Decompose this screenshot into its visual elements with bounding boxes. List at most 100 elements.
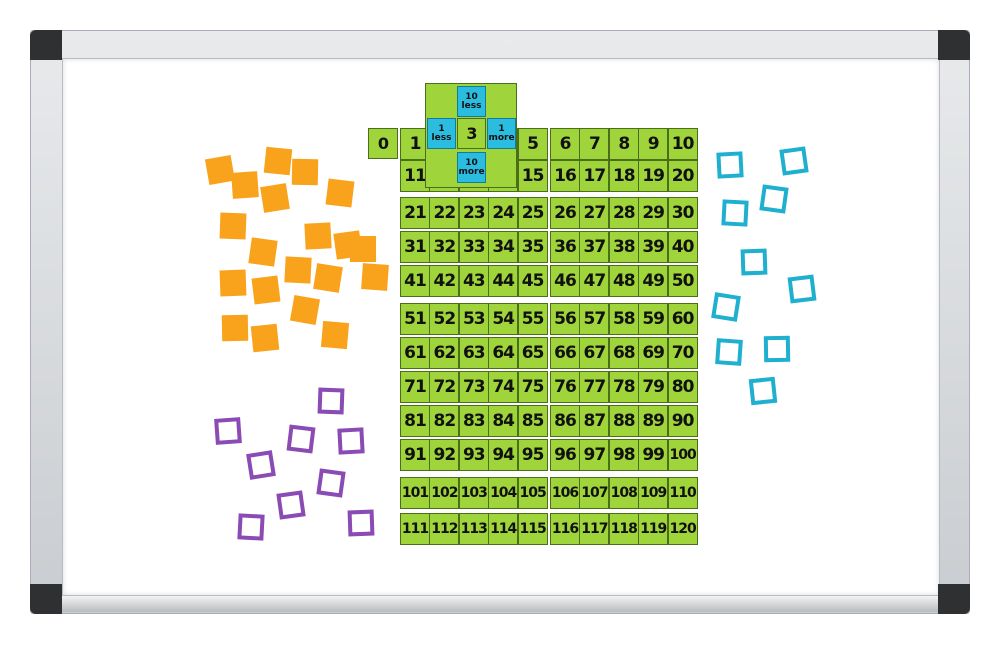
- orange-tile: [291, 158, 319, 186]
- purple-frame: [246, 450, 276, 480]
- number-cell: 66: [550, 337, 580, 369]
- number-cell: 45: [517, 265, 548, 297]
- number-cell: 61: [400, 337, 430, 369]
- number-cell: 101: [400, 477, 430, 509]
- orange-tile: [313, 263, 343, 293]
- number-cell: 18: [608, 160, 639, 192]
- number-cell: 53: [458, 303, 489, 335]
- number-cell: 115: [517, 513, 548, 545]
- cyan-frame: [740, 248, 768, 276]
- number-cell: 93: [458, 439, 489, 471]
- number-cell: 117: [579, 513, 610, 545]
- number-cell: 75: [517, 371, 548, 403]
- corner-cap: [938, 584, 970, 614]
- number-cell: 98: [608, 439, 639, 471]
- number-cell: 68: [608, 337, 639, 369]
- orange-tile: [289, 294, 321, 326]
- number-cell: 113: [458, 513, 489, 545]
- number-cell: 71: [400, 371, 430, 403]
- number-cell: 118: [608, 513, 639, 545]
- number-cell: 43: [458, 265, 489, 297]
- number-cell: 36: [550, 231, 580, 263]
- number-cell: 46: [550, 265, 580, 297]
- number-cell: 41: [400, 265, 430, 297]
- number-cell: 7: [579, 128, 610, 160]
- number-cell: 31: [400, 231, 430, 263]
- orange-tile: [219, 212, 247, 240]
- number-cell: 50: [667, 265, 698, 297]
- corner-cap: [30, 584, 62, 614]
- number-cell: 34: [488, 231, 519, 263]
- number-cell: 44: [488, 265, 519, 297]
- number-cell: 95: [517, 439, 548, 471]
- zero-card: 0: [368, 128, 398, 159]
- purple-frame: [237, 513, 265, 541]
- orange-tile: [231, 171, 259, 199]
- number-cell: 76: [550, 371, 580, 403]
- cyan-frame: [779, 146, 809, 176]
- orange-tile: [304, 222, 332, 250]
- number-cell: 57: [579, 303, 610, 335]
- number-cell: 9: [638, 128, 669, 160]
- number-cell: 15: [517, 160, 548, 192]
- number-cell: 100: [667, 439, 698, 471]
- number-cell: 27: [579, 197, 610, 229]
- number-cell: 65: [517, 337, 548, 369]
- number-cell: 91: [400, 439, 430, 471]
- number-cell: 96: [550, 439, 580, 471]
- orange-tile: [325, 178, 355, 208]
- number-cell: 25: [517, 197, 548, 229]
- number-cell: 6: [550, 128, 580, 160]
- number-cell: 21: [400, 197, 430, 229]
- orange-tile: [204, 154, 236, 186]
- orange-tile: [221, 314, 249, 342]
- number-cell: 116: [550, 513, 580, 545]
- number-cell: 52: [429, 303, 460, 335]
- number-cell: 58: [608, 303, 639, 335]
- number-cell: 97: [579, 439, 610, 471]
- purple-frame: [214, 417, 242, 445]
- number-cell: 90: [667, 405, 698, 437]
- number-cell: 35: [517, 231, 548, 263]
- number-cell: 84: [488, 405, 519, 437]
- purple-frame: [276, 490, 306, 520]
- orange-tile: [284, 256, 312, 284]
- number-cell: 94: [488, 439, 519, 471]
- number-cell: 59: [638, 303, 669, 335]
- cyan-frame: [787, 274, 817, 304]
- cyan-frame: [711, 292, 741, 322]
- number-cell: 109: [638, 477, 669, 509]
- number-cell: 106: [550, 477, 580, 509]
- number-cell: 23: [458, 197, 489, 229]
- number-cell: 60: [667, 303, 698, 335]
- number-cell: 81: [400, 405, 430, 437]
- overlay-top: 10 less: [457, 86, 486, 117]
- cyan-frame: [721, 199, 749, 227]
- number-cell: 5: [517, 128, 548, 160]
- number-cell: 69: [638, 337, 669, 369]
- number-cell: 33: [458, 231, 489, 263]
- number-cell: 103: [458, 477, 489, 509]
- number-cell: 80: [667, 371, 698, 403]
- number-cell: 79: [638, 371, 669, 403]
- number-cell: 111: [400, 513, 430, 545]
- cyan-frame: [748, 376, 778, 406]
- purple-frame: [347, 509, 375, 537]
- number-cell: 49: [638, 265, 669, 297]
- number-cell: 85: [517, 405, 548, 437]
- number-cell: 87: [579, 405, 610, 437]
- cyan-frame: [715, 338, 743, 366]
- number-cell: 73: [458, 371, 489, 403]
- overlay-right: 1 more: [487, 118, 516, 149]
- number-cell: 102: [429, 477, 460, 509]
- number-cell: 28: [608, 197, 639, 229]
- orange-tile: [248, 237, 278, 267]
- number-cell: 86: [550, 405, 580, 437]
- number-cell: 24: [488, 197, 519, 229]
- number-cell: 56: [550, 303, 580, 335]
- number-cell: 39: [638, 231, 669, 263]
- number-cell: 20: [667, 160, 698, 192]
- number-cell: 83: [458, 405, 489, 437]
- number-cell: 119: [638, 513, 669, 545]
